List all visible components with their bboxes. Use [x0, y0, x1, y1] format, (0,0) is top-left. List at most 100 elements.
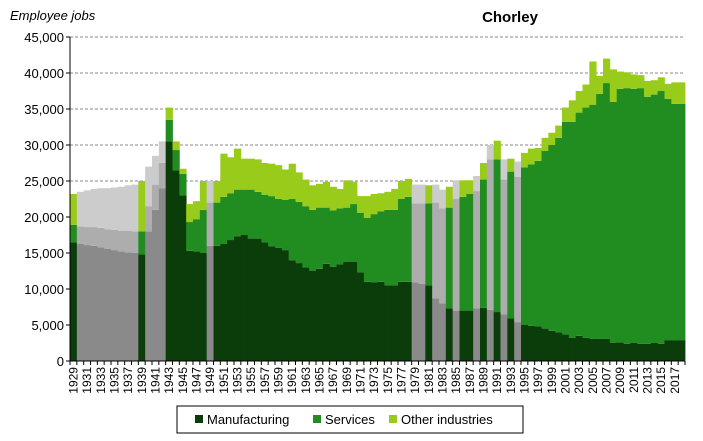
- bar-manufacturing: [193, 251, 201, 361]
- bar-manufacturing: [247, 238, 255, 361]
- bar-other: [316, 183, 324, 208]
- bar-services: [336, 208, 344, 265]
- bar-other: [350, 181, 358, 205]
- bar-other: [391, 188, 399, 210]
- bar-services: [329, 210, 337, 267]
- bar-manufacturing: [452, 310, 460, 361]
- bar-other: [603, 58, 611, 84]
- x-tick-label: 1937: [121, 367, 135, 394]
- bar-other: [186, 204, 194, 223]
- bar-services: [398, 199, 406, 282]
- x-tick-label: 1955: [244, 367, 258, 394]
- bar-manufacturing: [650, 343, 659, 361]
- x-tick-label: 1983: [435, 367, 449, 394]
- bar-other: [370, 193, 378, 215]
- bar-other: [138, 181, 146, 232]
- bar-manufacturing: [486, 309, 495, 361]
- bar-manufacturing: [548, 330, 556, 361]
- bar-other: [124, 185, 132, 231]
- bar-other: [302, 179, 310, 207]
- bar-other: [357, 196, 365, 213]
- bar-services: [486, 159, 495, 310]
- bar-other: [322, 181, 331, 208]
- bar-other: [247, 158, 255, 190]
- bar-other: [562, 107, 570, 122]
- x-tick-label: 2005: [586, 367, 600, 394]
- bar-manufacturing: [541, 328, 549, 361]
- bar-manufacturing: [527, 325, 536, 361]
- chart-title: Chorley: [482, 9, 539, 26]
- bar-services: [418, 203, 426, 284]
- bar-other: [411, 184, 419, 204]
- bar-other: [288, 163, 296, 199]
- legend-swatch-other: [389, 415, 397, 423]
- bar-services: [295, 201, 303, 264]
- bar-services: [384, 209, 392, 286]
- bar-other: [473, 175, 481, 192]
- x-tick-label: 1973: [367, 367, 381, 394]
- bar-other: [295, 172, 303, 202]
- bar-services: [507, 171, 515, 319]
- bar-other: [650, 80, 659, 95]
- bar-manufacturing: [671, 340, 679, 361]
- x-tick-label: 2011: [627, 367, 641, 393]
- bar-manufacturing: [322, 263, 331, 361]
- bar-services: [630, 88, 638, 343]
- bar-other: [466, 180, 474, 194]
- bar-manufacturing: [240, 235, 249, 361]
- bar-manufacturing: [637, 343, 645, 361]
- bar-other: [172, 141, 180, 151]
- bar-manufacturing: [616, 342, 624, 361]
- bar-services: [322, 207, 331, 264]
- bar-other: [179, 168, 187, 174]
- bar-services: [637, 88, 645, 344]
- bar-manufacturing: [179, 195, 187, 361]
- bar-other: [657, 77, 665, 91]
- bar-services: [575, 112, 583, 336]
- bar-services: [541, 150, 549, 329]
- bar-manufacturing: [145, 231, 153, 361]
- bar-manufacturing: [391, 285, 399, 361]
- bar-services: [111, 229, 119, 251]
- bar-manufacturing: [227, 240, 235, 361]
- x-tick-label: 1993: [504, 367, 518, 394]
- bar-other: [83, 190, 91, 228]
- bar-services: [514, 176, 522, 323]
- bar-other: [309, 185, 317, 210]
- bar-manufacturing: [302, 267, 310, 361]
- bar-services: [247, 189, 255, 239]
- bar-services: [281, 199, 290, 251]
- bar-services: [527, 164, 536, 326]
- bar-other: [459, 180, 467, 197]
- bar-manufacturing: [370, 282, 378, 361]
- bar-manufacturing: [288, 260, 296, 361]
- bar-services: [616, 88, 624, 343]
- bar-manufacturing: [418, 283, 426, 361]
- bar-services: [309, 209, 317, 271]
- bar-services: [363, 217, 372, 282]
- bar-manufacturing: [384, 285, 392, 361]
- bar-services: [603, 83, 611, 339]
- bar-manufacturing: [234, 236, 242, 361]
- bar-manufacturing: [117, 251, 126, 361]
- bar-other: [582, 84, 590, 108]
- x-tick-label: 1941: [148, 367, 162, 394]
- x-tick-label: 1943: [162, 367, 176, 394]
- x-tick-label: 1987: [463, 367, 477, 394]
- x-tick-label: 1931: [80, 367, 94, 394]
- x-tick-label: 1981: [422, 367, 436, 394]
- x-tick-label: 1989: [476, 367, 490, 394]
- bar-manufacturing: [76, 243, 85, 361]
- bar-other: [404, 178, 413, 197]
- bar-manufacturing: [603, 338, 611, 361]
- bar-other: [268, 163, 276, 197]
- bar-manufacturing: [500, 314, 508, 361]
- bar-services: [179, 173, 187, 196]
- bar-other: [213, 181, 221, 203]
- x-tick-label: 1949: [203, 367, 217, 394]
- bar-services: [70, 224, 78, 243]
- legend-box: [176, 405, 524, 434]
- bar-services: [425, 203, 433, 286]
- y-axis: 0 5,000 10,000 15,000 20,000 25,000 30,000 35,0…: [24, 30, 71, 369]
- bar-other: [145, 166, 153, 207]
